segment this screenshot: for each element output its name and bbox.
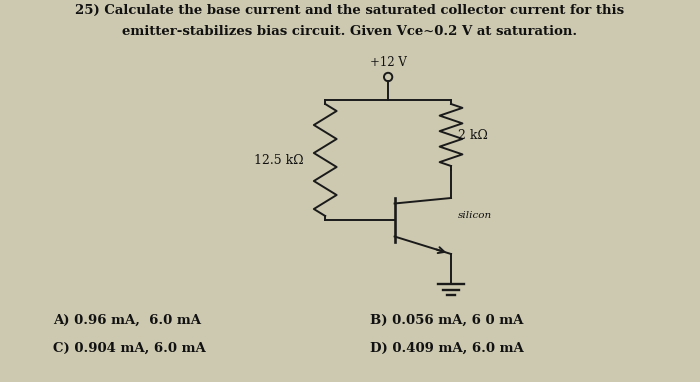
Text: +12 V: +12 V xyxy=(370,56,407,69)
Text: silicon: silicon xyxy=(458,210,492,220)
Text: emitter-stabilizes bias circuit. Given Vce~0.2 V at saturation.: emitter-stabilizes bias circuit. Given V… xyxy=(122,25,577,38)
Text: A) 0.96 mA,  6.0 mA: A) 0.96 mA, 6.0 mA xyxy=(52,314,201,327)
Text: C) 0.904 mA, 6.0 mA: C) 0.904 mA, 6.0 mA xyxy=(52,342,206,355)
Text: 2 kΩ: 2 kΩ xyxy=(458,128,488,141)
Text: 25) Calculate the base current and the saturated collector current for this: 25) Calculate the base current and the s… xyxy=(76,4,624,17)
Text: 12.5 kΩ: 12.5 kΩ xyxy=(254,154,303,167)
Text: B) 0.056 mA, 6 0 mA: B) 0.056 mA, 6 0 mA xyxy=(370,314,523,327)
Text: D) 0.409 mA, 6.0 mA: D) 0.409 mA, 6.0 mA xyxy=(370,342,524,355)
